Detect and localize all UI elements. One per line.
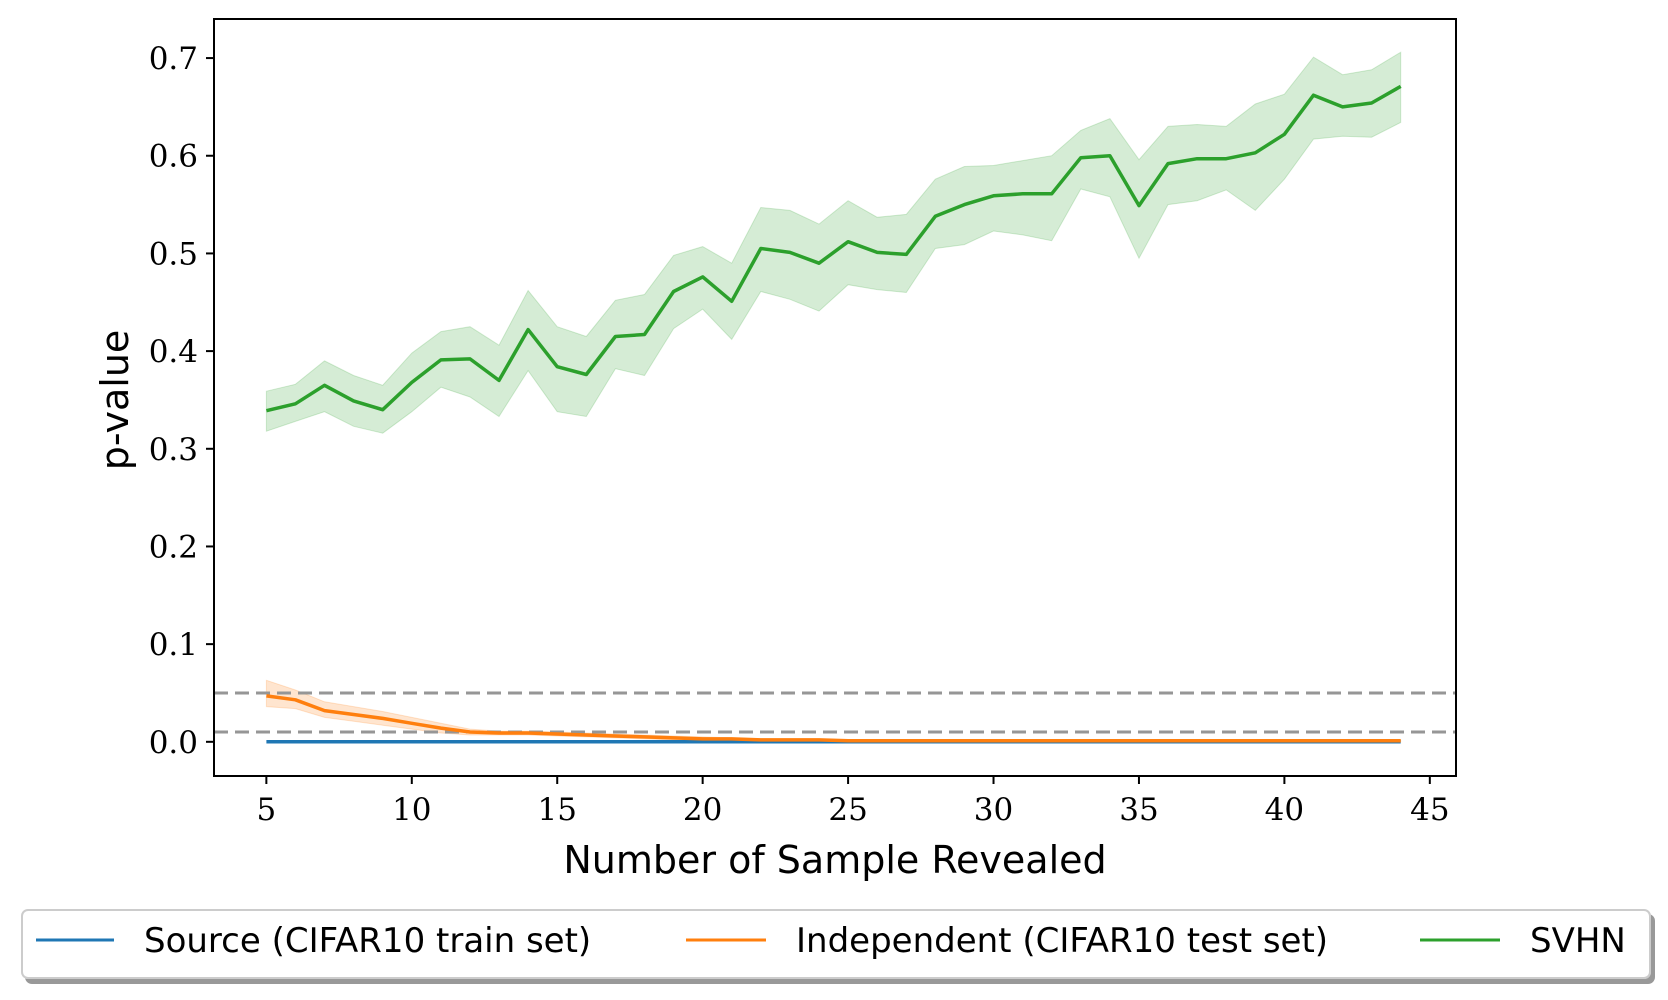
y-axis-label: p-value (93, 330, 137, 471)
x-tick-label: 35 (1119, 792, 1158, 828)
y-tick-label: 0.6 (149, 139, 198, 175)
x-tick-label: 40 (1265, 792, 1304, 828)
y-tick-label: 0.2 (149, 529, 198, 565)
x-tick-label: 30 (974, 792, 1013, 828)
reference-lines (214, 691, 1456, 734)
legend-label-svhn: SVHN (1530, 921, 1626, 961)
legend: Source (CIFAR10 train set) Independent (… (21, 909, 1651, 979)
x-tick-label: 5 (256, 792, 276, 828)
x-axis-label: Number of Sample Revealed (563, 838, 1106, 882)
legend-label-independent: Independent (CIFAR10 test set) (796, 921, 1328, 961)
series-line-2 (265, 84, 1402, 413)
y-tick-label: 0.0 (149, 725, 198, 761)
y-tick-label: 0.1 (149, 627, 198, 663)
series-lines (265, 84, 1402, 744)
y-axis-ticks: 0.0 0.1 0.2 0.3 0.4 0.5 0.6 0.7 (149, 41, 214, 761)
y-tick-label: 0.5 (149, 236, 198, 272)
x-tick-label: 20 (683, 792, 722, 828)
series-line-1 (266, 694, 1401, 743)
legend-box (21, 909, 1651, 979)
y-tick-label: 0.7 (149, 41, 198, 77)
y-tick-label: 0.4 (149, 334, 198, 370)
plot-frame (213, 18, 1457, 777)
x-tick-label: 45 (1410, 792, 1449, 828)
legend-label-source: Source (CIFAR10 train set) (144, 921, 591, 961)
y-tick-label: 0.3 (149, 432, 198, 468)
x-tick-label: 10 (392, 792, 431, 828)
x-tick-label: 15 (537, 792, 576, 828)
confidence-bands (265, 51, 1402, 743)
x-tick-label: 25 (828, 792, 867, 828)
confidence-band-2 (265, 51, 1402, 434)
x-axis-ticks: 5 10 15 20 25 30 35 40 45 (256, 776, 1450, 828)
